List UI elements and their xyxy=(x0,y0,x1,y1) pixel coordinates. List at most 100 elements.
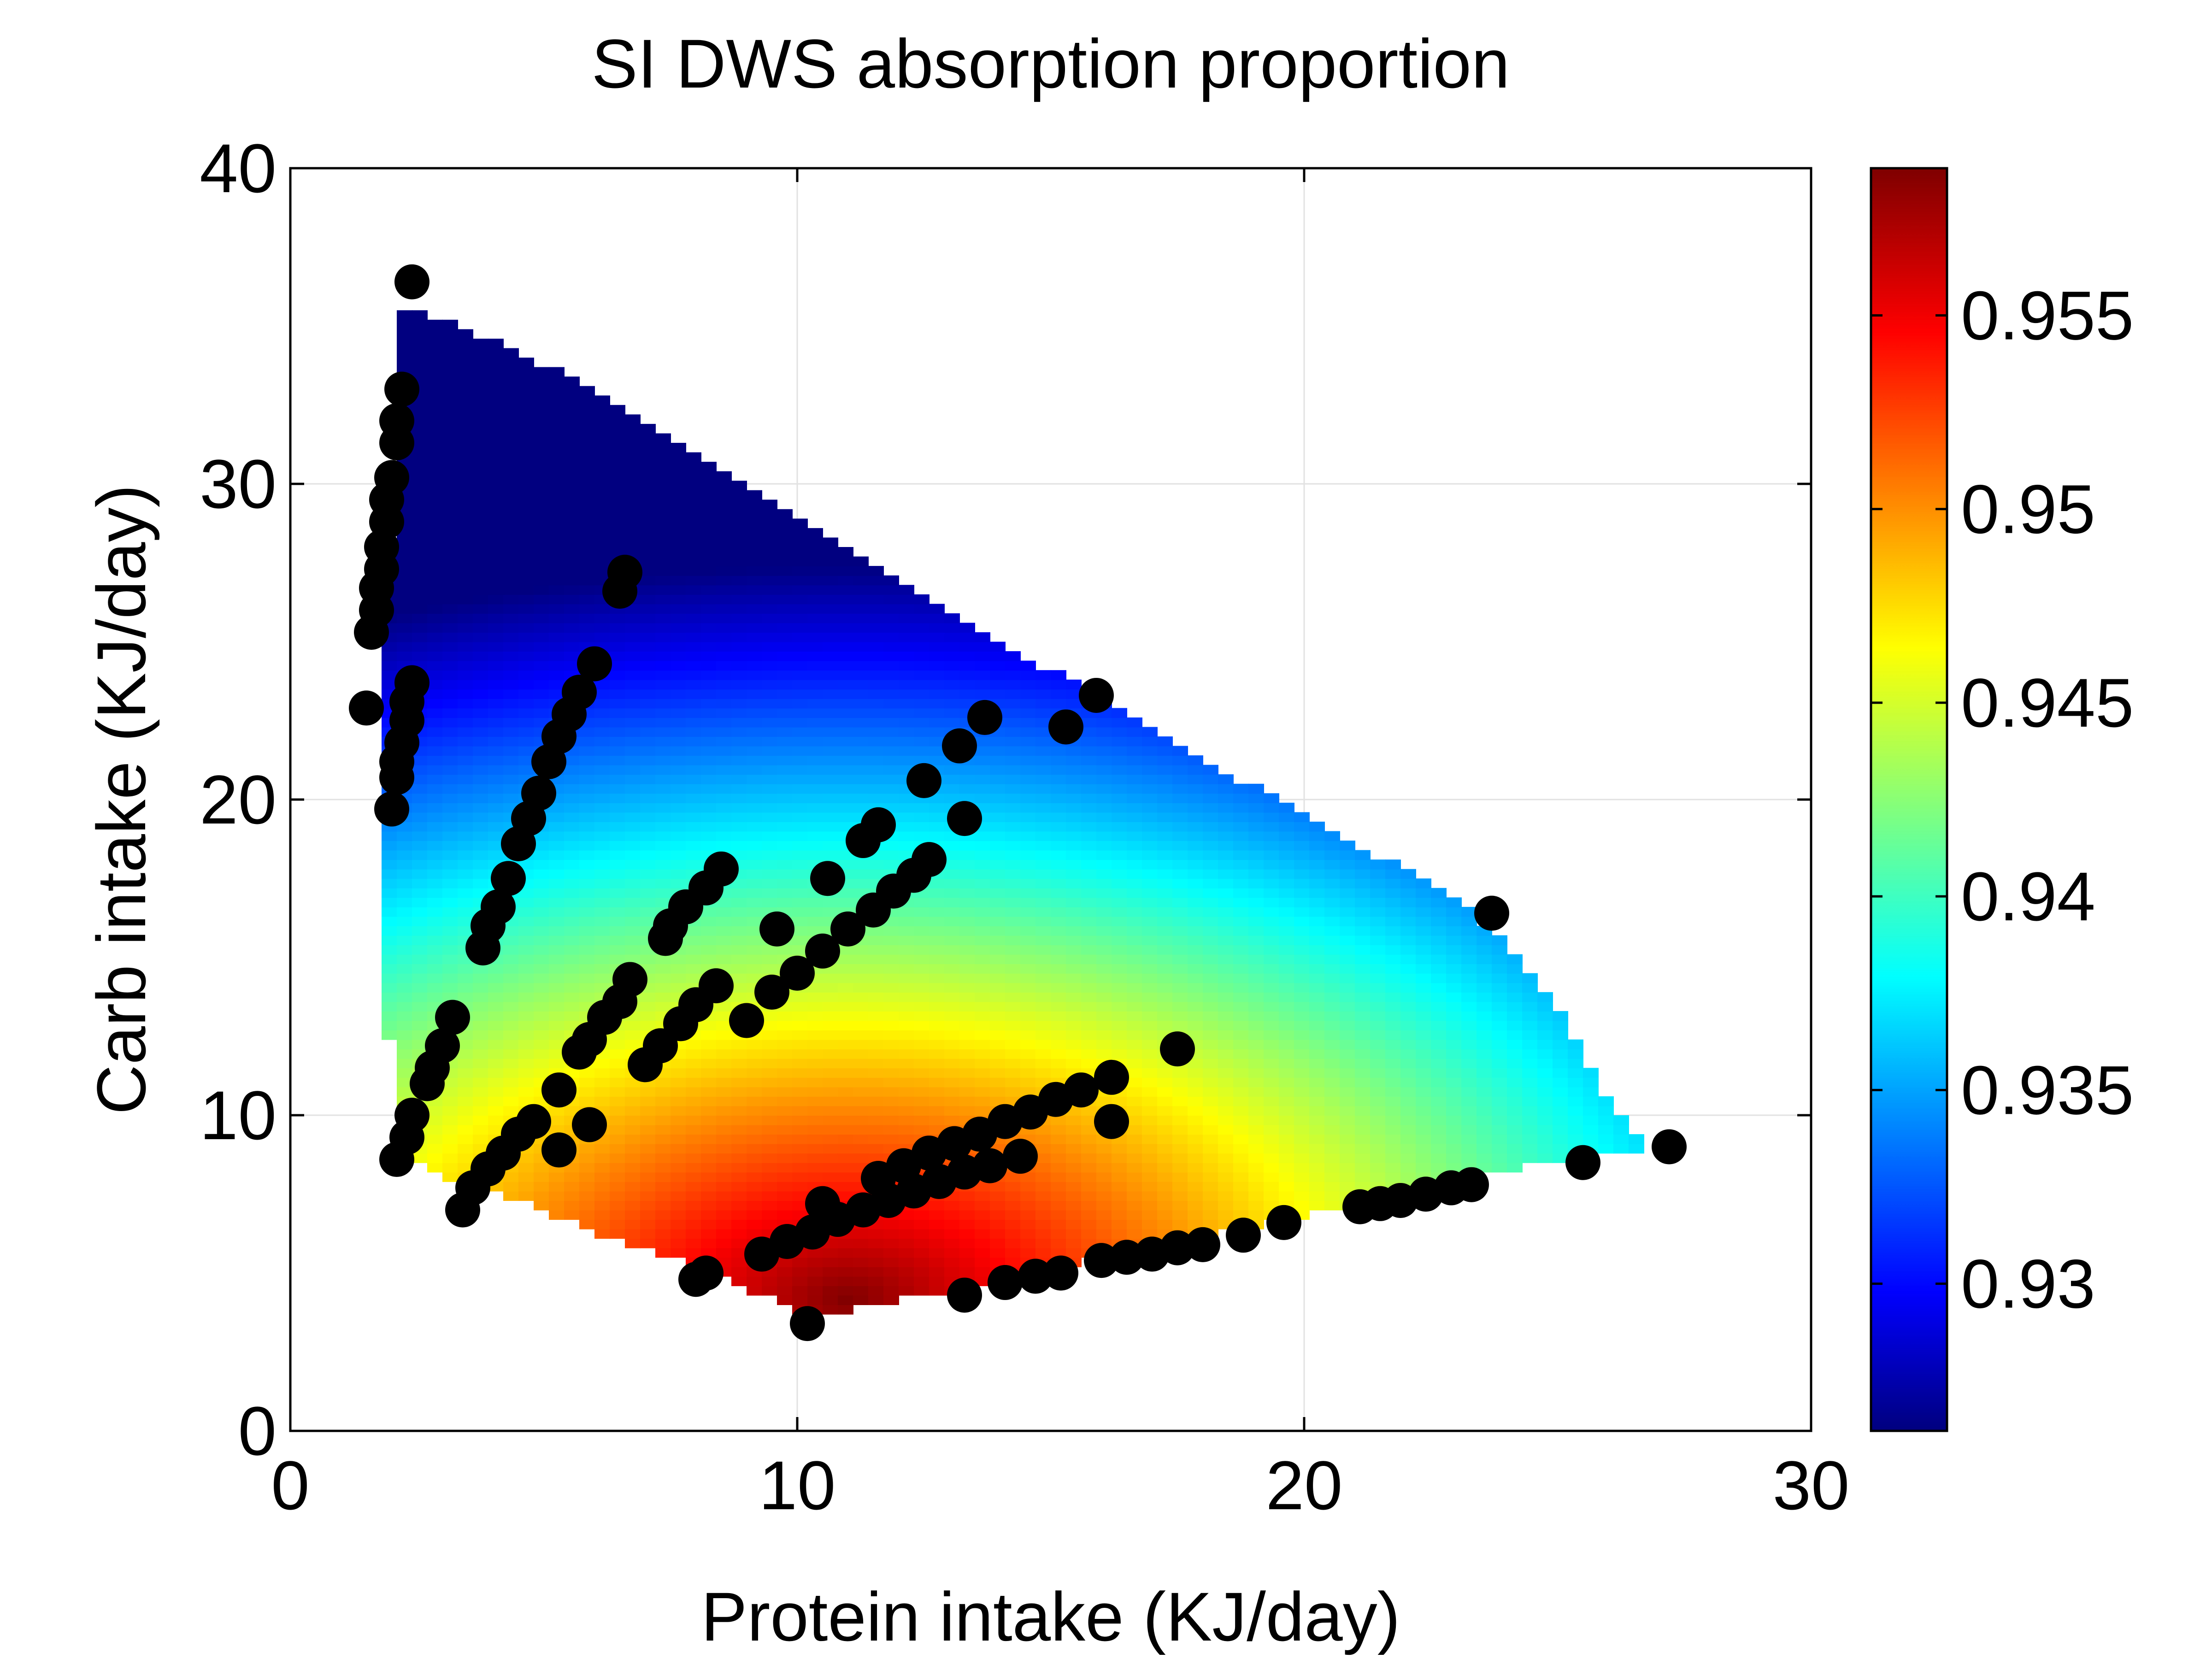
heatmap-cell xyxy=(549,613,565,624)
heatmap-cell xyxy=(442,926,458,936)
heatmap-cell xyxy=(990,793,1006,803)
heatmap-cell xyxy=(1370,964,1386,974)
heatmap-cell xyxy=(610,1115,625,1125)
heatmap-cell xyxy=(1324,831,1340,841)
heatmap-cell xyxy=(564,405,580,415)
heatmap-cell xyxy=(640,651,656,661)
heatmap-cell xyxy=(1157,1087,1173,1097)
heatmap-cell xyxy=(838,1124,853,1135)
heatmap-cell xyxy=(990,973,1006,983)
heatmap-cell xyxy=(686,717,701,728)
heatmap-cell xyxy=(731,831,747,841)
heatmap-cell xyxy=(671,1210,686,1220)
heatmap-cell xyxy=(701,1172,717,1182)
heatmap-cell xyxy=(899,1124,914,1135)
heatmap-cell xyxy=(1324,1191,1340,1201)
heatmap-cell xyxy=(868,1096,884,1106)
heatmap-cell xyxy=(1233,1210,1249,1220)
heatmap-cell xyxy=(777,1266,793,1277)
heatmap-cell xyxy=(807,613,823,624)
heatmap-cell xyxy=(1264,897,1279,907)
heatmap-cell xyxy=(747,821,762,832)
heatmap-cell xyxy=(1461,1143,1477,1154)
heatmap-cell xyxy=(564,992,580,1002)
heatmap-cell xyxy=(671,736,686,747)
heatmap-cell xyxy=(807,736,823,747)
heatmap-cell xyxy=(1340,1068,1355,1078)
heatmap-cell xyxy=(594,708,610,718)
heatmap-cell xyxy=(1081,1020,1097,1031)
heatmap-cell xyxy=(990,1191,1006,1201)
heatmap-cell xyxy=(701,727,717,737)
heatmap-cell xyxy=(762,850,777,860)
heatmap-cell xyxy=(1051,1068,1066,1078)
heatmap-cell xyxy=(747,698,762,709)
heatmap-cell xyxy=(883,746,899,756)
heatmap-cell xyxy=(1446,982,1462,993)
heatmap-cell xyxy=(564,537,580,547)
heatmap-cell xyxy=(1233,906,1249,917)
heatmap-cell xyxy=(1142,774,1158,784)
heatmap-cell xyxy=(412,964,428,974)
heatmap-cell xyxy=(914,708,930,718)
heatmap-cell xyxy=(1218,964,1234,974)
heatmap-cell xyxy=(1218,831,1234,841)
heatmap-cell xyxy=(427,926,443,936)
heatmap-cell xyxy=(1203,954,1218,965)
heatmap-cell xyxy=(1051,1020,1066,1031)
heatmap-cell xyxy=(868,727,884,737)
heatmap-cell xyxy=(1051,973,1066,983)
heatmap-cell xyxy=(762,509,777,519)
heatmap-cell xyxy=(1081,1229,1097,1239)
heatmap-cell xyxy=(1035,831,1051,841)
heatmap-cell xyxy=(1385,954,1401,965)
heatmap-cell xyxy=(777,1020,793,1031)
heatmap-cell xyxy=(1355,1115,1371,1125)
heatmap-cell xyxy=(1461,1020,1477,1031)
heatmap-cell xyxy=(640,1238,656,1248)
heatmap-cell xyxy=(1294,1011,1310,1021)
heatmap-cell xyxy=(716,812,732,822)
heatmap-cell xyxy=(655,1200,671,1211)
heatmap-cell xyxy=(1370,1030,1386,1040)
heatmap-cell xyxy=(883,841,899,851)
heatmap-cell xyxy=(1507,1096,1523,1106)
heatmap-cell xyxy=(640,632,656,642)
heatmap-cell xyxy=(1416,1077,1431,1088)
heatmap-cell xyxy=(701,906,717,917)
heatmap-cell xyxy=(655,982,671,993)
heatmap-cell xyxy=(458,556,473,567)
heatmap-cell xyxy=(1203,1219,1218,1230)
heatmap-cell xyxy=(716,1115,732,1125)
heatmap-cell xyxy=(1081,1134,1097,1144)
heatmap-cell xyxy=(1416,888,1431,898)
heatmap-cell xyxy=(747,613,762,624)
heatmap-cell xyxy=(975,670,990,680)
heatmap-cell xyxy=(990,1068,1006,1078)
heatmap-cell xyxy=(1112,841,1127,851)
heatmap-cell xyxy=(640,831,656,841)
heatmap-cell xyxy=(625,623,641,633)
heatmap-cell xyxy=(1477,1011,1492,1021)
heatmap-cell xyxy=(412,632,428,642)
heatmap-cell xyxy=(503,765,519,775)
heatmap-cell xyxy=(1446,906,1462,917)
heatmap-cell xyxy=(534,1049,549,1059)
heatmap-cell xyxy=(1218,1191,1234,1201)
heatmap-cell xyxy=(458,575,473,586)
heatmap-cell xyxy=(1294,869,1310,879)
heatmap-cell xyxy=(1248,1200,1264,1211)
heatmap-cell xyxy=(1096,992,1112,1002)
heatmap-cell xyxy=(458,500,473,510)
heatmap-cell xyxy=(1127,1181,1142,1192)
heatmap-cell xyxy=(777,765,793,775)
heatmap-cell xyxy=(747,556,762,567)
heatmap-cell xyxy=(503,973,519,983)
heatmap-cell xyxy=(944,641,960,652)
heatmap-cell xyxy=(427,471,443,482)
heatmap-cell xyxy=(1081,1039,1097,1050)
heatmap-cell xyxy=(1172,1134,1188,1144)
heatmap-cell xyxy=(944,954,960,965)
heatmap-cell xyxy=(1218,821,1234,832)
heatmap-cell xyxy=(655,500,671,510)
